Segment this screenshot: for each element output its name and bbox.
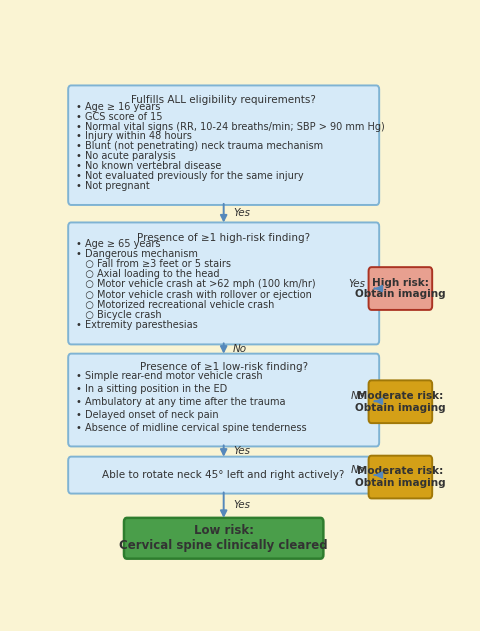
Text: No: No [351, 391, 365, 401]
Text: Moderate risk:
Obtain imaging: Moderate risk: Obtain imaging [355, 391, 446, 413]
Text: Presence of ≥1 high-risk finding?: Presence of ≥1 high-risk finding? [137, 233, 310, 243]
Text: • Blunt (not penetrating) neck trauma mechanism: • Blunt (not penetrating) neck trauma me… [76, 141, 323, 151]
Text: High risk:
Obtain imaging: High risk: Obtain imaging [355, 278, 446, 299]
Text: • Absence of midline cervical spine tenderness: • Absence of midline cervical spine tend… [76, 423, 306, 433]
FancyBboxPatch shape [68, 223, 379, 345]
Text: Yes: Yes [233, 208, 250, 218]
Text: • Extremity paresthesias: • Extremity paresthesias [76, 320, 197, 330]
Text: ○ Motor vehicle crash at >62 mph (100 km/hr): ○ Motor vehicle crash at >62 mph (100 km… [76, 280, 315, 290]
Text: Yes: Yes [233, 446, 250, 456]
Text: • Dangerous mechanism: • Dangerous mechanism [76, 249, 197, 259]
Text: • In a sitting position in the ED: • In a sitting position in the ED [76, 384, 227, 394]
Text: • Normal vital signs (RR, 10-24 breaths/min; SBP > 90 mm Hg): • Normal vital signs (RR, 10-24 breaths/… [76, 122, 384, 132]
FancyBboxPatch shape [369, 267, 432, 310]
Text: Yes: Yes [233, 500, 250, 510]
Text: • Delayed onset of neck pain: • Delayed onset of neck pain [76, 410, 218, 420]
Text: Presence of ≥1 low-risk finding?: Presence of ≥1 low-risk finding? [140, 362, 308, 372]
FancyBboxPatch shape [68, 457, 379, 493]
Text: No: No [233, 344, 247, 354]
Text: • Not evaluated previously for the same injury: • Not evaluated previously for the same … [76, 171, 303, 181]
Text: Able to rotate neck 45° left and right actively?: Able to rotate neck 45° left and right a… [103, 470, 345, 480]
FancyBboxPatch shape [68, 85, 379, 205]
Text: No: No [351, 465, 365, 475]
FancyBboxPatch shape [68, 353, 379, 447]
FancyBboxPatch shape [369, 380, 432, 423]
Text: Yes: Yes [348, 279, 365, 288]
Text: • Not pregnant: • Not pregnant [76, 180, 149, 191]
FancyBboxPatch shape [369, 456, 432, 498]
Text: Moderate risk:
Obtain imaging: Moderate risk: Obtain imaging [355, 466, 446, 488]
Text: • Injury within 48 hours: • Injury within 48 hours [76, 131, 192, 141]
Text: ○ Fall from ≥3 feet or 5 stairs: ○ Fall from ≥3 feet or 5 stairs [76, 259, 230, 269]
Text: • GCS score of 15: • GCS score of 15 [76, 112, 162, 122]
Text: Low risk:
Cervical spine clinically cleared: Low risk: Cervical spine clinically clea… [120, 524, 328, 552]
Text: Fulfills ALL eligibility requirements?: Fulfills ALL eligibility requirements? [131, 95, 316, 105]
Text: • Age ≥ 65 years: • Age ≥ 65 years [76, 239, 160, 249]
Text: ○ Motor vehicle crash with rollover or ejection: ○ Motor vehicle crash with rollover or e… [76, 290, 312, 300]
Text: • Ambulatory at any time after the trauma: • Ambulatory at any time after the traum… [76, 397, 285, 407]
Text: ○ Bicycle crash: ○ Bicycle crash [76, 310, 161, 320]
Text: ○ Axial loading to the head: ○ Axial loading to the head [76, 269, 219, 280]
FancyBboxPatch shape [124, 518, 324, 558]
Text: • No acute paralysis: • No acute paralysis [76, 151, 175, 161]
Text: • Age ≥ 16 years: • Age ≥ 16 years [76, 102, 160, 112]
Text: • Simple rear-end motor vehicle crash: • Simple rear-end motor vehicle crash [76, 371, 262, 380]
Text: • No known vertebral disease: • No known vertebral disease [76, 161, 221, 171]
Text: ○ Motorized recreational vehicle crash: ○ Motorized recreational vehicle crash [76, 300, 274, 310]
